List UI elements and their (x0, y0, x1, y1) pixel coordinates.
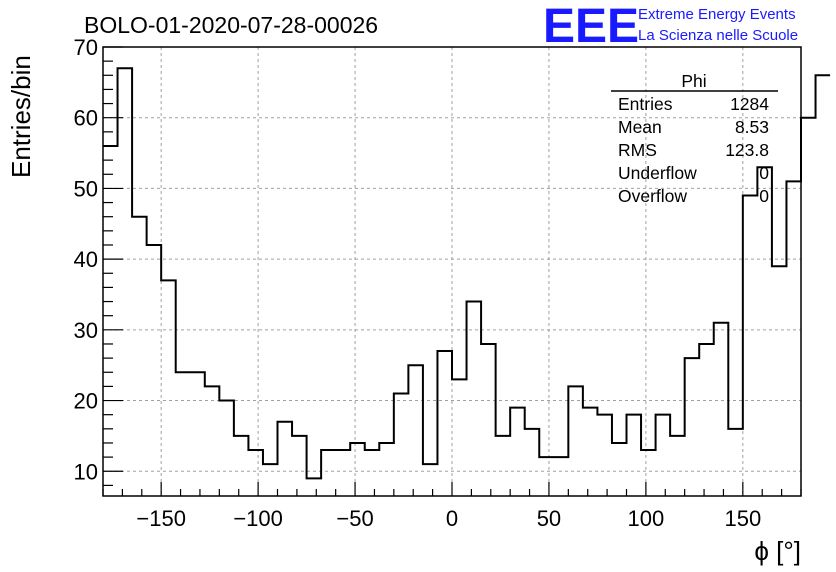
histogram-bin (408, 365, 423, 496)
histogram-bin (452, 379, 467, 496)
x-axis-title: ϕ [°] (754, 536, 801, 566)
histogram-bin (278, 422, 293, 496)
histogram-bin (248, 450, 263, 496)
y-tick-label: 70 (74, 35, 98, 60)
histogram-bin (307, 478, 322, 496)
histogram-bin (161, 280, 176, 496)
histogram-bin (714, 323, 729, 496)
stats-row-value: 8.53 (735, 117, 769, 137)
histogram-bin (627, 415, 642, 496)
histogram-bin (641, 450, 656, 496)
eee-logo-mark: EEE (543, 0, 639, 53)
x-tick-label: 100 (628, 506, 665, 531)
y-tick-label: 50 (74, 176, 98, 201)
histogram-bin (336, 450, 351, 496)
histogram-bin (612, 443, 627, 496)
histogram-bin (816, 75, 831, 496)
histogram-bin (263, 464, 278, 496)
stats-row-label: Overflow (618, 186, 687, 206)
chart-title: BOLO-01-2020-07-28-00026 (84, 12, 378, 38)
histogram-bin (670, 436, 685, 496)
stats-row-label: Mean (618, 117, 662, 137)
histogram-bin (568, 386, 583, 496)
histogram-bin (554, 457, 569, 496)
stats-row-value: 0 (759, 163, 769, 183)
stats-rows: Entries 1284 Mean 8.53 RMS 123.8 Underflow 0 Ove… (618, 94, 769, 206)
histogram-series (103, 67, 831, 496)
x-tick-label: 0 (446, 506, 458, 531)
histogram-bin (379, 443, 394, 496)
histogram-bin (394, 393, 409, 496)
histogram-bin (147, 245, 162, 496)
stats-row-value: 1284 (730, 94, 769, 114)
histogram-bin (321, 450, 336, 496)
histogram-bin (539, 457, 554, 496)
eee-logo-line2: La Scienza nelle Scuole (638, 27, 798, 44)
histogram-bin (496, 436, 511, 496)
histogram-bin (772, 266, 787, 496)
histogram-bin (597, 415, 612, 496)
x-tick-label: 150 (724, 506, 761, 531)
stats-row-value: 0 (759, 186, 769, 206)
histogram-bin (757, 167, 772, 496)
eee-logo: EEE Extreme Energy Events La Scienza nel… (543, 0, 798, 53)
y-tick-label: 10 (74, 459, 98, 484)
stats-row-label: Entries (618, 94, 673, 114)
histogram-bin (132, 217, 147, 496)
histogram-bin (423, 464, 438, 496)
y-tick-label: 20 (74, 389, 98, 414)
stats-row-value: 123.8 (725, 140, 769, 160)
stats-box: Phi Entries 1284 Mean 8.53 RMS 123.8 Underflow… (611, 71, 778, 206)
histogram-bin (728, 429, 743, 496)
x-tick-labels: −150 −100 −50 0 50 100 150 (136, 506, 761, 531)
y-axis-title: Entries/bin (6, 55, 36, 178)
histogram-bin (292, 436, 307, 496)
histogram-bin (525, 429, 540, 496)
histogram-bin (205, 386, 220, 496)
histogram-bin (656, 415, 671, 496)
histogram-bin (685, 358, 700, 496)
histogram-bin (699, 344, 714, 496)
axes (102, 46, 802, 497)
x-tick-label: −50 (336, 506, 373, 531)
histogram-bin (365, 450, 380, 496)
histogram-bin (190, 372, 205, 496)
stats-row-label: Underflow (618, 163, 697, 183)
histogram-bin (118, 68, 133, 496)
histogram-bin (467, 302, 482, 496)
y-tick-label: 30 (74, 318, 98, 343)
histogram-bin (219, 401, 234, 496)
y-tick-label: 60 (74, 106, 98, 131)
histogram-bin (801, 118, 816, 496)
eee-logo-line1: Extreme Energy Events (638, 6, 796, 23)
y-tick-label: 40 (74, 247, 98, 272)
histogram-bin (176, 372, 191, 496)
stats-row-label: RMS (618, 140, 657, 160)
x-tick-label: 50 (537, 506, 561, 531)
histogram-outline (103, 67, 831, 480)
histogram-bin (583, 408, 598, 496)
histogram-bin (786, 181, 801, 496)
histogram-bin (234, 436, 249, 496)
x-tick-label: −150 (136, 506, 186, 531)
x-tick-label: −100 (233, 506, 283, 531)
histogram-bin (510, 408, 525, 496)
histogram-bin (350, 443, 365, 496)
histogram-bin (481, 344, 496, 496)
histogram-bin (743, 195, 758, 496)
histogram-bin (437, 351, 452, 496)
y-tick-labels: 10 20 30 40 50 60 70 (74, 35, 98, 484)
stats-box-name: Phi (681, 71, 706, 91)
